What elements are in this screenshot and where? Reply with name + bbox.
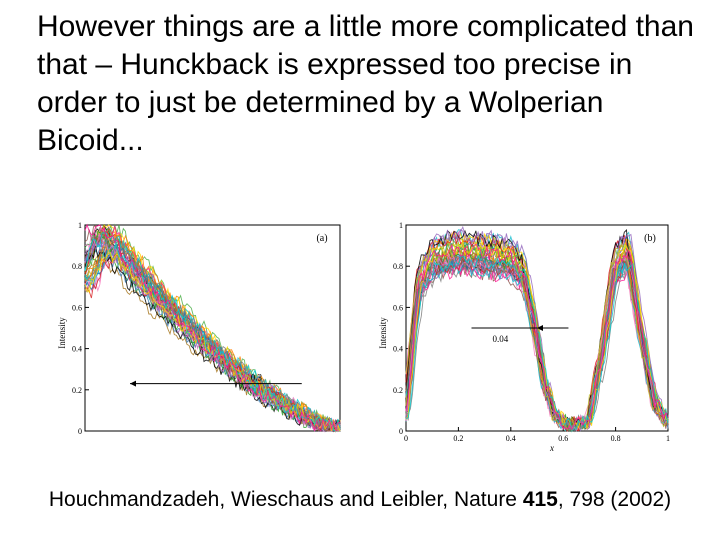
annotation: 0.04 (471, 325, 569, 344)
intensity-chart-a: 0 0.2 0.4 0.6 0.8 1 Intensity (a) 0.3 (57, 221, 341, 436)
annotation-label: 0.3 (251, 373, 263, 383)
citation-volume: 415 (522, 488, 558, 511)
y-tick-label: 1 (78, 221, 82, 230)
y-tick-label: 1 (399, 221, 403, 230)
x-tick-label: 0.4 (506, 434, 516, 443)
y-tick-label: 0.6 (393, 303, 403, 312)
citation-pages-year: , 798 (2002) (557, 488, 672, 511)
series-line (405, 243, 669, 431)
y-tick-label: 0.2 (72, 386, 82, 395)
x-tick-label: 1 (666, 434, 670, 443)
y-tick-label: 0.4 (393, 345, 403, 354)
citation-authors: Houchmandzadeh, Wieschaus and Leibler, N… (48, 488, 523, 511)
series-line (84, 224, 341, 432)
y-tick-label: 0.2 (393, 386, 403, 395)
chart-1: 0 0.2 0.4 0.6 0.8 1 0 0.2 0.4 0.6 0.8 1 Intensity x (b… (378, 221, 670, 453)
intensity-chart-b: 0 0.2 0.4 0.6 0.8 1 0 0.2 0.4 0.6 0.8 1 Intensity x (b… (378, 221, 670, 453)
x-tick-label: 0 (404, 434, 408, 443)
annotation-label: 0.04 (492, 334, 508, 344)
x-axis-label: x (549, 443, 554, 453)
annotation: 0.3 (130, 373, 302, 387)
y-tick-label: 0 (78, 427, 82, 436)
slide-title: However things are a little more complic… (37, 10, 694, 157)
y-tick-label: 0.4 (72, 345, 82, 354)
panel-label: (a) (316, 233, 327, 244)
y-axis-label: Intensity (378, 317, 388, 349)
series-line (405, 245, 669, 430)
series-line (405, 241, 669, 431)
series-group (84, 223, 341, 433)
y-tick-label: 0.8 (72, 262, 82, 271)
plot-frame (84, 224, 341, 432)
x-tick-label: 0.2 (453, 434, 463, 443)
series-line (84, 252, 341, 433)
series-line (84, 223, 341, 433)
figure-panel-a: 0 0.2 0.4 0.6 0.8 1 Intensity (a) 0.3 (45, 215, 345, 455)
annotation-arrowhead (130, 380, 136, 387)
y-tick-label: 0.6 (72, 303, 82, 312)
annotation-arrowhead (537, 325, 543, 331)
x-tick-label: 0.8 (611, 434, 621, 443)
y-tick-label: 0.8 (393, 262, 403, 271)
citation: Houchmandzadeh, Wieschaus and Leibler, N… (0, 488, 720, 512)
series-line (405, 225, 669, 428)
series-line (84, 238, 341, 431)
series-group (405, 225, 669, 433)
series-line (405, 254, 669, 432)
chart-0: 0 0.2 0.4 0.6 0.8 1 Intensity (a) 0.3 (57, 221, 341, 436)
plot-frame (405, 224, 669, 432)
y-axis-label: Intensity (57, 317, 67, 349)
y-tick-label: 0 (399, 427, 403, 436)
figure-panel-b: 0 0.2 0.4 0.6 0.8 1 0 0.2 0.4 0.6 0.8 1 Intensity x (b… (370, 215, 675, 455)
x-tick-label: 0.6 (558, 434, 568, 443)
panel-label: (b) (644, 233, 656, 244)
